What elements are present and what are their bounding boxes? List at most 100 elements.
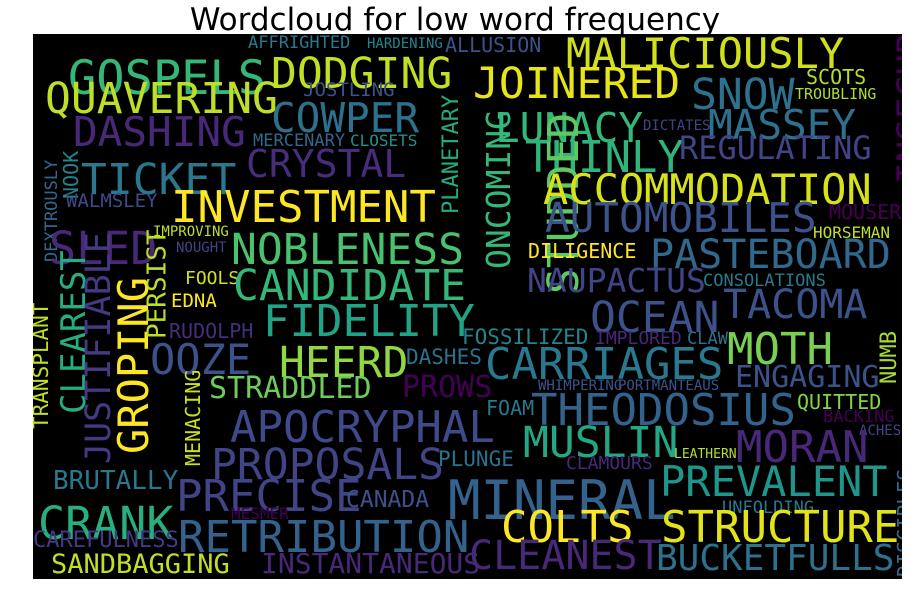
word-prevalent: PREVALENT xyxy=(660,457,888,506)
word-carriages: CARRIAGES xyxy=(485,339,723,390)
word-mesmer: MESMER xyxy=(231,504,289,523)
word-thinly: THINLY xyxy=(525,132,684,183)
word-pasteboard: PASTEBOARD xyxy=(650,232,891,278)
word-transplant: TRANSPLANT xyxy=(33,302,53,429)
word-automobiles: AUTOMOBILES xyxy=(545,194,817,242)
word-portmanteaus: PORTMANTEAUS xyxy=(618,378,719,394)
chart-title: Wordcloud for low word frequency xyxy=(189,2,721,38)
word-moran: MORAN xyxy=(736,422,868,473)
word-mouser: MOUSER xyxy=(829,200,902,224)
word-muslin: MUSLIN xyxy=(523,418,678,468)
word-fidelity: FIDELITY xyxy=(263,296,475,347)
word-leathern: LEATHERN xyxy=(674,447,737,462)
word-heerd: HEERD xyxy=(279,338,408,388)
word-gospels: GOSPELS xyxy=(68,51,266,106)
word-prows: PROWS xyxy=(402,370,492,405)
word-plunge: PLUNGE xyxy=(438,447,514,471)
word-nobleness: NOBLENESS xyxy=(231,225,464,275)
word-crystal: CRYSTAL xyxy=(246,142,406,186)
word-allusion: ALLUSION xyxy=(445,34,541,57)
word-moth: MOTH xyxy=(727,324,833,375)
word-fools: FOOLS xyxy=(185,268,239,289)
word-dictates: DICTATES xyxy=(643,118,710,134)
word-precise: PRECISE xyxy=(176,471,361,522)
word-nook: NOOK xyxy=(59,151,83,199)
word-clamours: CLAMOURS xyxy=(566,453,653,474)
word-dextrously: DEXTROUSLY xyxy=(42,160,62,262)
word-massey: MASSEY xyxy=(708,101,856,149)
word-bucketfulls: BUCKETFULLS xyxy=(656,538,894,579)
word-diligence: DILIGENCE xyxy=(528,239,636,263)
word-edna: EDNA xyxy=(171,290,217,312)
word-sled: SLED xyxy=(49,222,157,275)
word-foam: FOAM xyxy=(486,396,534,420)
word-cleanest: CLEANEST xyxy=(469,533,662,579)
word-jostling: JOSTLING xyxy=(303,79,395,101)
word-ooze: OOZE xyxy=(150,335,251,384)
word-snow: SNOW xyxy=(691,70,795,120)
word-planetary: PLANETARY xyxy=(439,95,464,214)
word-canada: CANADA xyxy=(346,487,429,513)
word-proposals: PROPOSALS xyxy=(211,440,444,490)
word-nought: NOUGHT xyxy=(176,240,227,256)
word-aches: ACHES xyxy=(859,423,901,439)
word-straddled: STRADDLED xyxy=(209,371,372,406)
word-claw: CLAW xyxy=(687,329,729,349)
word-ticket: TICKET xyxy=(81,155,236,205)
word-ocean: OCEAN xyxy=(590,293,719,343)
word-quavering: QUAVERING xyxy=(45,74,278,124)
word-numb: NUMB xyxy=(877,331,902,384)
word-retribution: RETRIBUTION xyxy=(178,512,469,563)
word-quitted: QUITTED xyxy=(797,390,881,414)
word-sandbagging: SANDBAGGING xyxy=(51,549,230,579)
word-fossilized: FOSSILIZED xyxy=(462,325,588,349)
word-scots: SCOTS xyxy=(806,65,866,89)
word-unfolding: UNFOLDING xyxy=(722,498,814,518)
word-joinered: JOINERED xyxy=(473,59,680,109)
word-improving: IMPROVING xyxy=(153,224,229,240)
word-clearest: CLEAREST xyxy=(54,250,94,414)
word-theodosius: THEODOSIUS xyxy=(531,385,796,436)
word-tacoma: TACOMA xyxy=(723,282,868,328)
word-apocryphal: APOCRYPHAL xyxy=(230,402,495,453)
word-accommodation: ACCOMMODATION xyxy=(543,165,872,214)
word-brutally: BRUTALLY xyxy=(53,466,179,496)
word-instantaneous: INSTANTANEOUS xyxy=(261,547,480,579)
word-hardening: HARDENING xyxy=(367,36,443,52)
word-cowper: COWPER xyxy=(271,94,419,142)
word-candidate: CANDIDATE xyxy=(233,261,466,311)
word-oncoming: ONCOMING xyxy=(479,110,518,269)
word-consolations: CONSOLATIONS xyxy=(703,271,826,291)
word-horseman: HORSEMAN xyxy=(813,223,890,242)
word-whimpering: WHIMPERING xyxy=(538,378,622,394)
word-maliciously: MALICIOUSLY xyxy=(566,34,844,78)
word-mineral: MINERAL xyxy=(448,469,676,532)
word-dashing: DASHING xyxy=(73,108,246,156)
word-dashes: DASHES xyxy=(406,345,482,369)
word-naupactus: NAUPACTUS xyxy=(527,261,706,300)
word-walmsley: WALMSLEY xyxy=(66,190,158,212)
word-disciples: DISCIPLES xyxy=(893,469,902,577)
word-implored: IMPLORED xyxy=(595,328,682,349)
word-investment: INVESTMENT xyxy=(171,182,436,233)
word-lunacy: LUNACY xyxy=(495,104,643,152)
word-justifiable: JUSTIFIABLE xyxy=(79,232,119,464)
word-menacing: MENACING xyxy=(181,370,205,466)
word-persist: PERSIST xyxy=(142,229,172,339)
word-insecure: INSECURE xyxy=(891,34,902,184)
word-groping: GROPING xyxy=(109,277,158,454)
wordcloud-canvas: GOSPELS DODGING MALICIOUSLY QUAVERING JOINER… xyxy=(33,34,902,579)
word-closets: CLOSETS xyxy=(350,131,417,150)
word-structure: STRUCTURE xyxy=(661,502,899,553)
word-troubling: TROUBLING xyxy=(795,85,876,103)
word-backing: BACKING xyxy=(823,407,895,427)
word-regulating: REGULATING xyxy=(679,129,872,167)
word-carefulness: CAREFULNESS xyxy=(33,528,179,553)
wordcloud-svg: GOSPELS DODGING MALICIOUSLY QUAVERING JOINER… xyxy=(33,34,902,579)
word-studded: STUDDED xyxy=(539,113,589,294)
word-affrighted: AFFRIGHTED xyxy=(248,34,350,53)
word-crank: CRANK xyxy=(38,497,173,550)
word-colts: COLTS xyxy=(501,502,633,553)
word-dodging: DODGING xyxy=(271,49,452,99)
word-rudolph: RUDOLPH xyxy=(169,319,253,343)
